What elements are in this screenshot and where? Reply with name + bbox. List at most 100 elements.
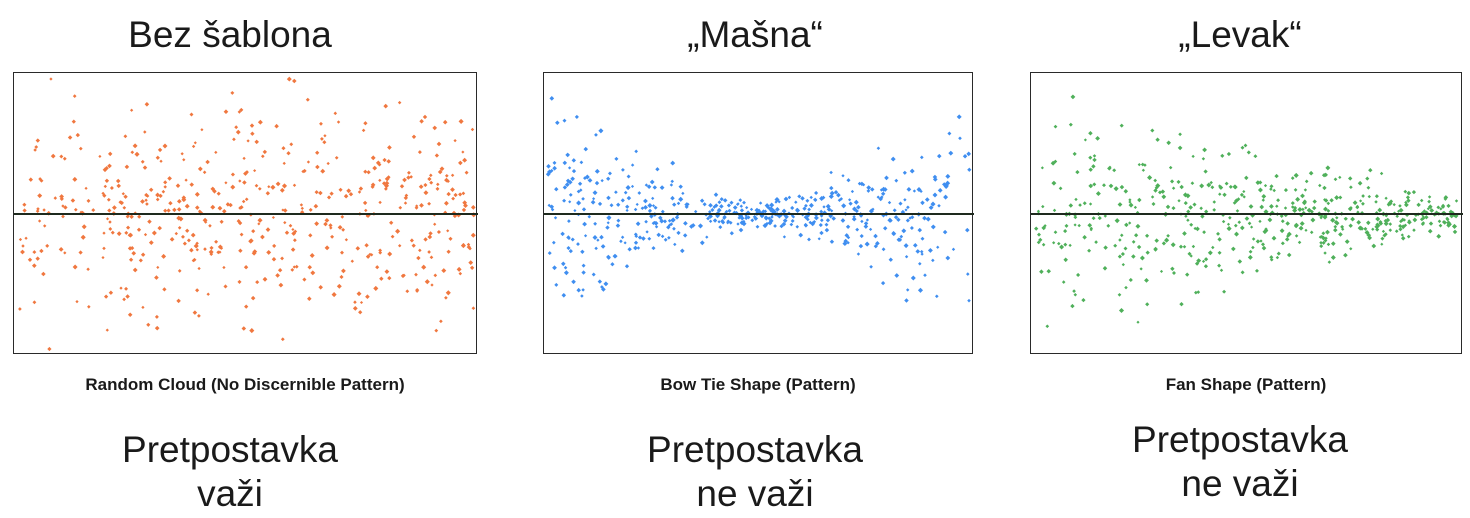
scatter-point (635, 202, 639, 206)
scatter-point (738, 198, 743, 202)
scatter-point (875, 241, 880, 246)
scatter-point (267, 185, 271, 189)
scatter-point (1183, 201, 1188, 206)
scatter-point (891, 231, 896, 235)
scatter-point (909, 226, 914, 230)
scatter-point (717, 220, 721, 224)
scatter-point (773, 224, 777, 228)
scatter-point (266, 249, 272, 255)
scatter-point (195, 288, 200, 293)
scatter-point (318, 190, 323, 196)
scatter-point (436, 229, 441, 235)
scatter-point (1131, 240, 1136, 244)
scatter-point (1201, 259, 1206, 264)
scatter-point (932, 192, 938, 198)
scatter-point (168, 201, 173, 206)
scatter-point (1155, 137, 1160, 142)
scatter-point (248, 238, 254, 244)
scatter-point (1092, 154, 1097, 158)
scatter-point (357, 190, 362, 194)
scatter-point (260, 234, 265, 240)
scatter-point (128, 257, 134, 262)
scatter-point (123, 194, 128, 199)
scatter-point (1034, 226, 1039, 231)
scatter-point (433, 273, 438, 278)
scatter-point (1124, 285, 1128, 290)
scatter-point (625, 208, 629, 212)
scatter-point (1159, 269, 1164, 273)
scatter-point (1121, 263, 1125, 267)
scatter-point (1398, 227, 1403, 232)
scatter-point (1416, 202, 1421, 208)
scatter-point (943, 194, 949, 200)
scatter-point (659, 185, 665, 191)
scatter-point (782, 235, 787, 239)
scatter-point (770, 215, 774, 219)
scatter-point (1280, 219, 1285, 224)
scatter-point (423, 182, 428, 188)
scatter-point (749, 207, 754, 211)
scatter-point (292, 78, 297, 84)
scatter-point (365, 294, 370, 300)
panel-fan: „Levak“ Fan Shape (Pattern) Pretpostavka… (1010, 0, 1470, 518)
scatter-point (919, 249, 924, 254)
scatter-point (562, 160, 568, 166)
scatter-point (781, 221, 787, 227)
scatter-point (824, 222, 829, 227)
scatter-point (1092, 182, 1097, 187)
scatter-point (789, 222, 794, 227)
scatter-point (822, 205, 826, 209)
scatter-point (352, 305, 358, 311)
scatter-point (281, 183, 288, 189)
scatter-point (1272, 188, 1276, 193)
scatter-point (892, 208, 897, 213)
scatter-point (314, 221, 320, 227)
scatter-point (121, 192, 125, 196)
scatter-point (43, 224, 47, 228)
scatter-point (78, 250, 83, 255)
scatter-point (205, 159, 210, 165)
scatter-point (858, 243, 864, 249)
scatter-point (853, 199, 859, 205)
scatter-point (1120, 233, 1124, 238)
scatter-point (184, 178, 188, 182)
scatter-point (1421, 215, 1425, 219)
scatter-point (302, 277, 307, 282)
scatter-point (1275, 255, 1280, 260)
scatter-point (1128, 277, 1133, 283)
scatter-point (755, 224, 760, 229)
verdict-line-1: Pretpostavka (647, 429, 863, 470)
scatter-plot-svg (14, 76, 478, 352)
scatter-plot-svg (544, 96, 974, 303)
scatter-point (860, 219, 864, 224)
scatter-point (683, 220, 688, 226)
scatter-point (919, 155, 924, 160)
scatter-point (1057, 241, 1061, 246)
scatter-point (570, 237, 575, 242)
scatter-point (912, 189, 917, 193)
scatter-point (852, 206, 857, 212)
scatter-point (337, 224, 343, 230)
scatter-point (1120, 251, 1125, 257)
scatter-point (336, 283, 342, 289)
scatter-point (1170, 242, 1176, 248)
scatter-point (1436, 233, 1442, 239)
scatter-point (462, 200, 468, 206)
scatter-point (1371, 227, 1375, 231)
scatter-point (1269, 203, 1274, 209)
scatter-point (571, 279, 576, 285)
scatter-point (177, 269, 182, 273)
scatter-point (633, 232, 638, 237)
scatter-point (1151, 202, 1156, 206)
scatter-point (70, 198, 76, 203)
scatter-point (1073, 293, 1078, 297)
scatter-point (795, 225, 800, 229)
scatter-point (134, 151, 140, 157)
scatter-point (144, 102, 150, 107)
scatter-plot (13, 72, 478, 354)
scatter-point (419, 202, 424, 208)
scatter-point (104, 178, 110, 183)
scatter-point (1095, 135, 1101, 141)
scatter-point (729, 231, 734, 236)
scatter-point (197, 266, 201, 271)
